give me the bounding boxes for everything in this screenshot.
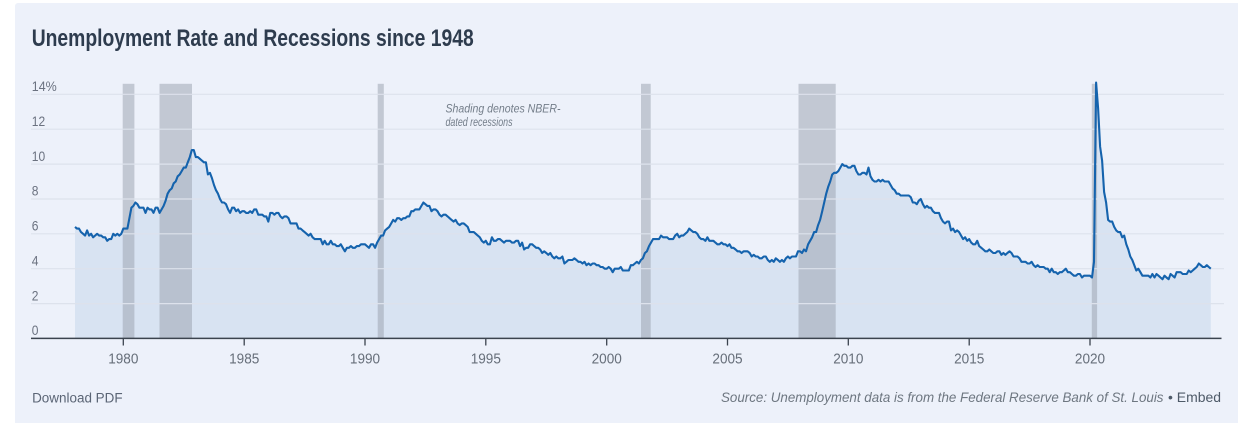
svg-text:12: 12 [32,114,45,129]
svg-text:4: 4 [32,253,39,268]
svg-text:2015: 2015 [954,351,984,368]
svg-text:2010: 2010 [833,351,863,368]
svg-text:2: 2 [32,288,39,303]
svg-text:1990: 1990 [350,351,380,368]
svg-text:Source: Unemployment data is f: Source: Unemployment data is from the Fe… [721,390,1164,405]
svg-text:10: 10 [32,149,46,164]
svg-text:2005: 2005 [712,351,742,368]
svg-text:Unemployment Rate and Recessio: Unemployment Rate and Recessions since 1… [32,25,474,52]
svg-text:Download PDF: Download PDF [32,390,123,406]
svg-text:1980: 1980 [108,351,138,368]
svg-text:2000: 2000 [592,351,622,368]
svg-text:2020: 2020 [1075,351,1105,368]
svg-text:14%: 14% [32,79,57,94]
svg-text:dated recessions: dated recessions [446,115,513,129]
svg-text:1995: 1995 [471,351,501,368]
svg-text:1985: 1985 [229,351,259,368]
svg-text:6: 6 [32,219,39,234]
svg-text:8: 8 [32,184,39,199]
svg-text:• Embed: • Embed [1168,390,1221,405]
svg-text:0: 0 [32,323,39,338]
svg-text:Shading denotes NBER-: Shading denotes NBER- [446,101,561,115]
